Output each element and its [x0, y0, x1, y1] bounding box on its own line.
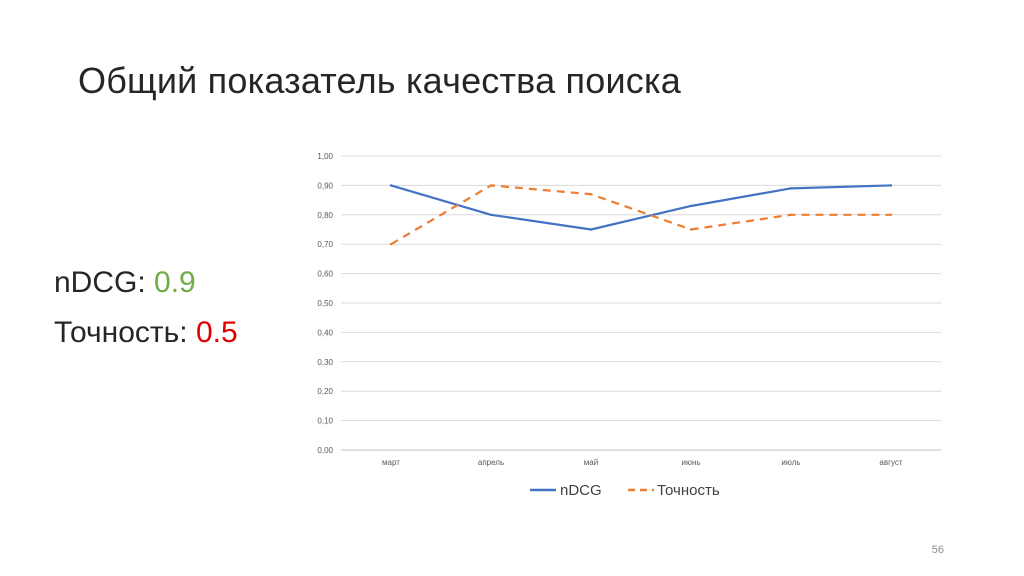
y-tick-label: 0,20: [317, 387, 333, 396]
data-point: [889, 213, 893, 216]
y-tick-label: 0,80: [317, 211, 333, 220]
y-tick-label: 1,00: [317, 152, 333, 161]
page-number: 56: [931, 544, 944, 556]
y-tick-label: 0,40: [317, 328, 333, 337]
metric-ndcg-value: 0.9: [154, 266, 196, 299]
metric-precision: Точность: 0.5: [54, 308, 238, 358]
series-line-0: [389, 184, 893, 231]
metric-precision-label: Точность:: [54, 316, 196, 349]
data-point: [689, 204, 693, 208]
data-point: [689, 228, 693, 231]
y-tick-label: 0,50: [317, 299, 333, 308]
data-point: [889, 184, 893, 187]
x-tick-label: июль: [781, 458, 800, 467]
x-tick-label: май: [584, 458, 598, 467]
metrics-block: nDCG: 0.9 Точность: 0.5: [54, 258, 238, 358]
x-tick-label: август: [879, 458, 903, 467]
x-tick-label: июнь: [681, 458, 700, 467]
series-line-1: [390, 184, 891, 246]
x-tick-label: апрель: [478, 458, 504, 467]
data-point: [789, 213, 793, 216]
metric-precision-value: 0.5: [195, 316, 238, 349]
data-point: [489, 184, 493, 187]
data-point: [489, 213, 493, 216]
y-tick-label: 0,10: [317, 417, 333, 426]
data-point: [789, 187, 793, 190]
y-tick-label: 0,90: [317, 181, 333, 190]
slide-title: Общий показатель качества поиска: [78, 60, 681, 101]
y-tick-label: 0,30: [317, 358, 333, 367]
data-point: [389, 243, 393, 246]
data-point: [589, 228, 593, 231]
metric-ndcg: nDCG: 0.9: [54, 258, 238, 308]
legend-label: Точность: [657, 482, 720, 499]
data-point: [389, 184, 393, 187]
x-tick-label: март: [382, 458, 400, 467]
y-tick-label: 0,60: [317, 270, 333, 279]
metric-ndcg-label: nDCG:: [54, 266, 155, 299]
y-tick-label: 0,70: [317, 240, 333, 249]
y-tick-label: 0,00: [317, 446, 333, 455]
legend-label: nDCG: [560, 482, 602, 499]
data-point: [589, 193, 593, 196]
